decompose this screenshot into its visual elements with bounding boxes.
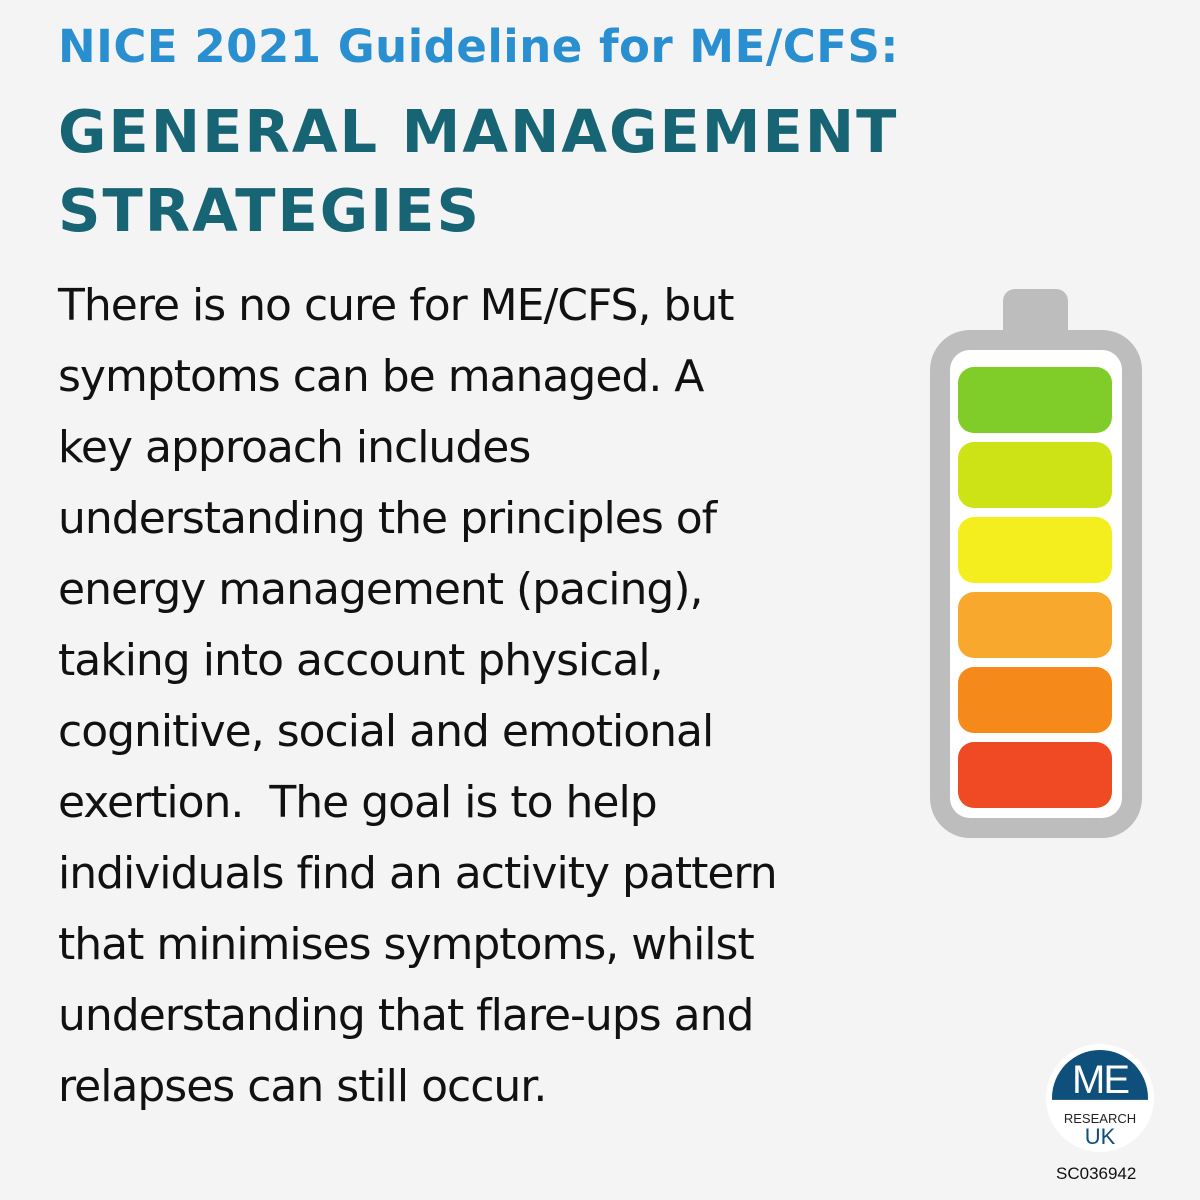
body-line: that minimises symptoms, whilst bbox=[58, 919, 755, 970]
body-line: exertion. The goal is to help bbox=[58, 777, 658, 828]
charity-number: SC036942 bbox=[1056, 1164, 1137, 1183]
body-line: understanding the principles of bbox=[58, 493, 717, 544]
logo-research: RESEARCH bbox=[1063, 1111, 1137, 1126]
battery-cell bbox=[958, 367, 1112, 433]
body-line: key approach includes bbox=[58, 422, 531, 473]
body-line: understanding that flare-ups and bbox=[58, 990, 754, 1041]
body-line: symptoms can be managed. A bbox=[58, 351, 704, 402]
title-main: GENERAL MANAGEMENT STRATEGIES bbox=[58, 92, 898, 250]
title-line-3: STRATEGIES bbox=[58, 176, 481, 245]
battery-cell bbox=[958, 442, 1112, 508]
battery-cell bbox=[958, 667, 1112, 733]
logo-uk: UK bbox=[1084, 1124, 1116, 1149]
body-line: taking into account physical, bbox=[58, 635, 664, 686]
logo-me: ME bbox=[1072, 1058, 1130, 1102]
body-line: relapses can still occur. bbox=[58, 1061, 547, 1112]
me-research-uk-logo: ME RESEARCH UK bbox=[1046, 1044, 1154, 1152]
body-line: individuals find an activity pattern bbox=[58, 848, 778, 899]
body-line: There is no cure for ME/CFS, but bbox=[58, 280, 735, 331]
body-text: There is no cure for ME/CFS, but symptoms… bbox=[58, 270, 778, 1122]
battery-cell bbox=[958, 517, 1112, 583]
body-line: energy management (pacing), bbox=[58, 564, 703, 615]
title-line-1: NICE 2021 Guideline for ME/CFS: bbox=[58, 20, 899, 73]
body-line: cognitive, social and emotional bbox=[58, 706, 714, 757]
title-line-2: GENERAL MANAGEMENT bbox=[58, 97, 899, 166]
battery-cell bbox=[958, 592, 1112, 658]
battery-cell bbox=[958, 742, 1112, 808]
